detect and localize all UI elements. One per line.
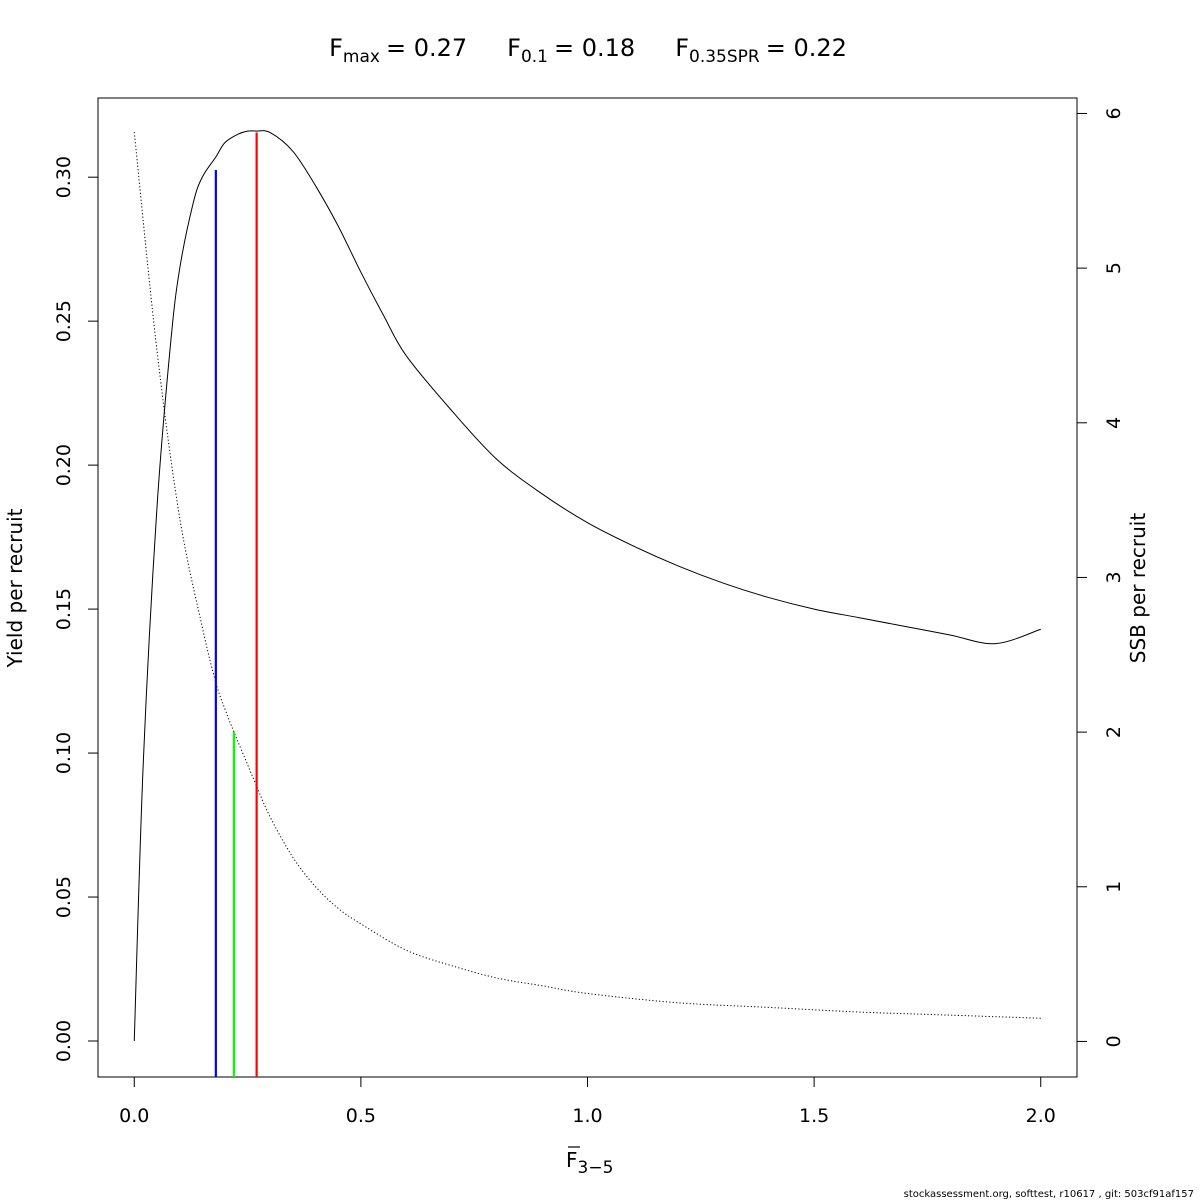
chart-title: Fmax = 0.27 F0.1 = 0.18 F0.35SPR = 0.22 xyxy=(329,34,847,67)
y-tick-label: 0.05 xyxy=(53,876,75,918)
x-axis-title-symbol: F xyxy=(566,1148,578,1172)
reference-lines xyxy=(214,132,258,1077)
x-tick-label: 1.5 xyxy=(799,1105,829,1127)
y2-tick-label: 6 xyxy=(1103,107,1125,119)
y2-tick-label: 5 xyxy=(1103,262,1125,274)
y2-tick-label: 0 xyxy=(1103,1035,1125,1047)
y-axis-title: Yield per recruit xyxy=(3,508,27,668)
series-layer xyxy=(133,130,1041,1042)
x-axis-title-text: F3−5 xyxy=(566,1148,613,1178)
y-axis-right: 0 1 2 3 4 5 6 xyxy=(1077,107,1125,1047)
series-yield-line xyxy=(133,130,1041,1042)
title-fmax-value: = 0.27 xyxy=(386,34,467,62)
title-fmax-subscript: max xyxy=(343,47,380,67)
y-tick-label: 0.15 xyxy=(53,588,75,630)
x-tick-label: 0.0 xyxy=(119,1105,149,1127)
plot-frame xyxy=(97,97,1078,1078)
title-f01-value: = 0.18 xyxy=(554,34,635,62)
y2-tick-label: 1 xyxy=(1103,881,1125,893)
y-tick-label: 0.00 xyxy=(53,1020,75,1062)
title-f035-symbol: F xyxy=(675,34,689,62)
y-tick-label: 0.10 xyxy=(53,732,75,774)
x-axis-title-subscript: 3−5 xyxy=(578,1158,614,1178)
y-tick-label: 0.20 xyxy=(53,444,75,486)
y2-tick-label: 3 xyxy=(1103,571,1125,583)
title-f035-value: = 0.22 xyxy=(766,34,847,62)
title-f01-subscript: 0.1 xyxy=(521,47,548,67)
title-fmax-symbol: F xyxy=(329,34,343,62)
x-tick-label: 1.0 xyxy=(572,1105,602,1127)
y2-tick-label: 2 xyxy=(1103,726,1125,738)
footer-credit: stockassessment.org, softtest, r10617 , … xyxy=(904,1189,1194,1200)
title-f035-subscript: 0.35SPR xyxy=(689,47,760,67)
y-axis-left: 0.00 0.05 0.10 0.15 0.20 0.25 0.30 xyxy=(53,156,98,1062)
x-axis: 0.0 0.5 1.0 1.5 2.0 xyxy=(119,1076,1056,1127)
y2-axis-title: SSB per recruit xyxy=(1126,513,1150,664)
series-ssb-line xyxy=(133,131,1041,1019)
x-axis-title: F3−5 xyxy=(566,1146,613,1178)
y2-tick-label: 4 xyxy=(1103,417,1125,429)
y-tick-label: 0.25 xyxy=(53,300,75,342)
y-tick-label: 0.30 xyxy=(53,156,75,198)
x-tick-label: 0.5 xyxy=(346,1105,376,1127)
x-tick-label: 2.0 xyxy=(1026,1105,1056,1127)
title-f01-symbol: F xyxy=(507,34,521,62)
